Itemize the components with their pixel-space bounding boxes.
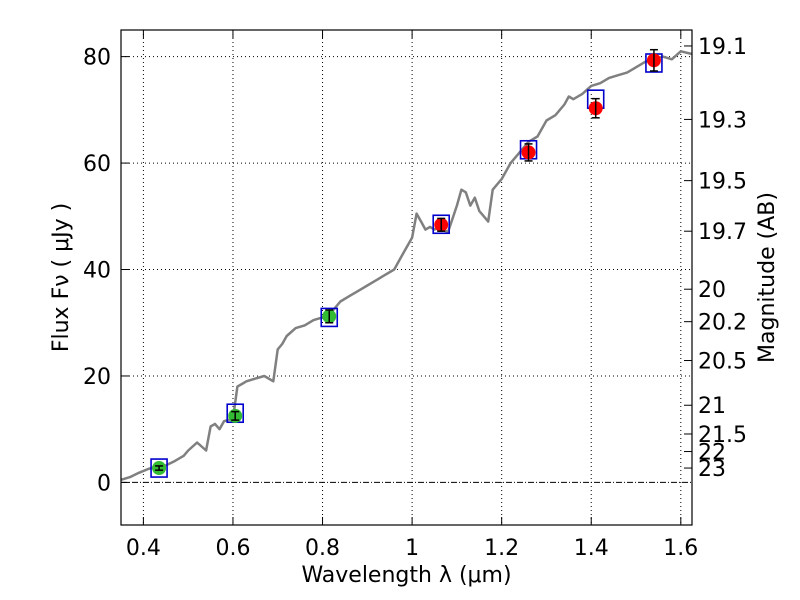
magnitude-tick-label: 20 <box>698 278 726 303</box>
magnitude-tick-label: 20.5 <box>698 350 747 375</box>
y-tick-label: 0 <box>97 471 111 496</box>
x-axis-label: Wavelength λ (μm) <box>301 563 511 588</box>
magnitude-tick-label: 20.2 <box>698 311 747 336</box>
grid-layer <box>121 30 692 525</box>
magnitude-tick-label: 21.5 <box>698 423 747 448</box>
model-photometry-square <box>432 214 451 235</box>
magnitude-tick-label: 19.3 <box>698 108 747 133</box>
model-photometry-square <box>320 307 339 328</box>
x-tick-label: 1 <box>405 536 419 561</box>
magnitude-axis-label: Magnitude (AB) <box>755 192 780 363</box>
magnitude-tick-label: 19.7 <box>698 220 747 245</box>
y-tick-label: 40 <box>83 259 111 284</box>
x-tick-label: 0.6 <box>215 536 250 561</box>
x-tick-label: 1.2 <box>484 536 519 561</box>
x-tick-label: 0.4 <box>126 536 161 561</box>
y-tick-label: 80 <box>83 46 111 71</box>
y-axis-label: Flux Fν ( μJy ) <box>49 203 74 352</box>
y-tick-label: 60 <box>83 152 111 177</box>
magnitude-tick-label: 19.5 <box>698 170 747 195</box>
model-photometry-square <box>150 458 168 478</box>
x-tick-label: 1.6 <box>663 536 698 561</box>
magnitude-tick-label: 22 <box>698 441 726 466</box>
magnitude-tick-label: 23 <box>698 457 726 482</box>
x-tick-label: 0.8 <box>305 536 340 561</box>
plot-frame <box>120 29 693 526</box>
tick-layer: 0.4 0.6 0.8 1 1.2 1.4 1.6 0 20 40 60 80 19.1 19.3 19.5… <box>83 30 747 561</box>
y-tick-label: 20 <box>83 365 111 390</box>
series-layer <box>120 48 693 481</box>
x-tick-label: 1.4 <box>574 536 609 561</box>
spectrum-line <box>120 50 693 481</box>
magnitude-tick-label: 19.1 <box>698 35 747 60</box>
magnitude-tick-label: 21 <box>698 394 726 419</box>
